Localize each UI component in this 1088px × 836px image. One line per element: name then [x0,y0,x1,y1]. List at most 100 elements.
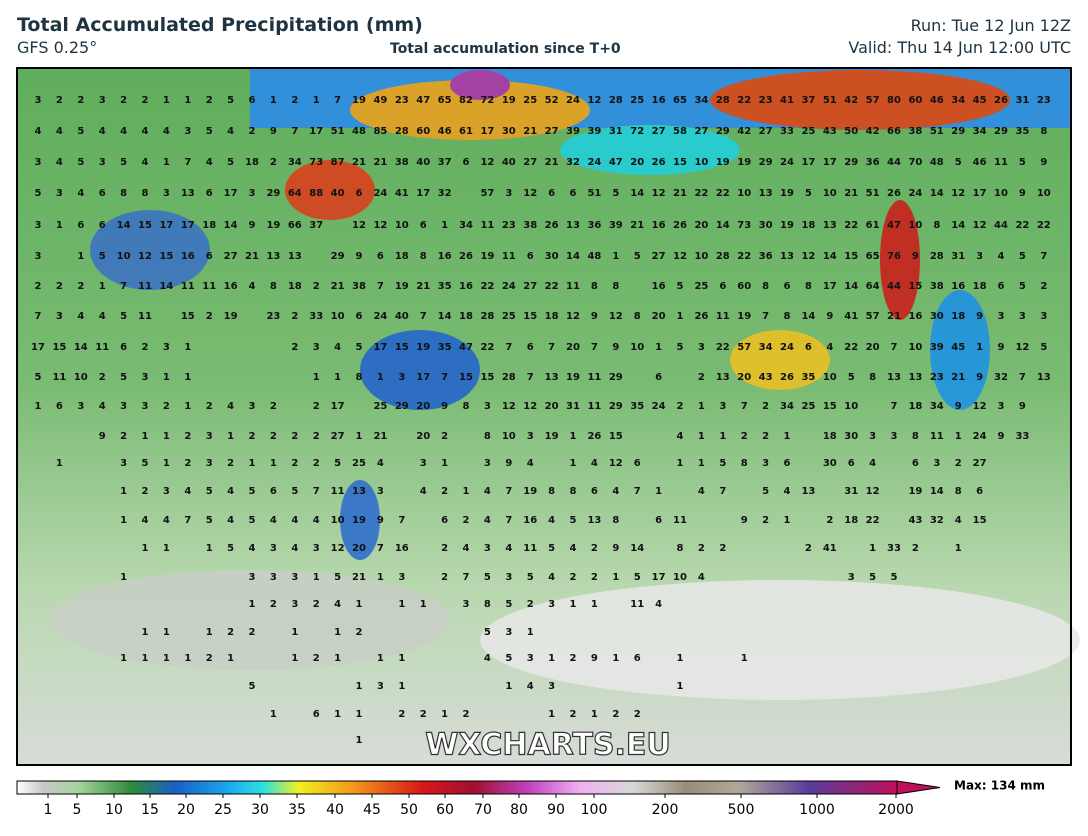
precip-value: 2 [762,401,769,412]
precip-value: 1 [420,599,427,610]
precip-value: 5 [227,157,234,168]
precip-value: 2 [441,543,448,554]
precip-value: 12 [951,188,965,199]
precip-value: 3 [291,572,298,583]
colorbar-label: 5 [73,802,82,818]
precip-value: 4 [655,599,662,610]
precip-value: 9 [826,311,833,322]
precip-value: 19 [266,220,280,231]
precip-value: 17 [373,342,387,353]
precip-value: 29 [759,157,773,168]
precip-value: 20 [545,401,559,412]
precip-value: 14 [159,281,173,292]
precip-value: 3 [35,220,42,231]
colorbar-label: 30 [251,802,269,818]
precip-value: 12 [352,220,366,231]
precip-value: 4 [206,157,213,168]
precip-value: 7 [377,543,384,554]
precip-value: 38 [930,281,944,292]
precip-value: 29 [844,157,858,168]
precip-value: 4 [612,486,619,497]
precip-value: 3 [698,342,705,353]
precip-value: 1 [163,458,170,469]
precip-value: 10 [74,372,88,383]
precip-value: 13 [566,220,580,231]
precip-value: 1 [99,281,106,292]
precip-value: 5 [1019,251,1026,262]
precip-value: 13 [1037,372,1051,383]
precip-value: 3 [142,372,149,383]
precip-value: 9 [591,311,598,322]
precip-value: 3 [377,486,384,497]
precip-value: 76 [887,251,901,262]
precip-value: 8 [548,486,555,497]
precip-value: 2 [291,311,298,322]
precip-value: 2 [570,709,577,720]
precip-value: 5 [1019,281,1026,292]
precip-value: 22 [694,188,708,199]
precip-value: 39 [609,220,623,231]
precip-value: 27 [694,126,708,137]
precip-value: 1 [184,653,191,664]
precip-value: 1 [313,572,320,583]
precip-value: 4 [56,126,63,137]
precip-value: 6 [784,458,791,469]
precip-value: 22 [844,342,858,353]
precip-value: 14 [951,220,965,231]
precip-value: 22 [480,281,494,292]
precip-value: 1 [591,599,598,610]
precip-value: 25 [630,95,644,106]
precip-value: 46 [930,95,944,106]
colorbar-label: 50 [400,802,418,818]
precip-value: 45 [973,95,987,106]
precip-value: 6 [998,281,1005,292]
precip-value: 17 [224,188,238,199]
model: GFS 0.25° [17,38,98,57]
precip-value: 8 [805,281,812,292]
precip-value: 4 [142,157,149,168]
precip-value: 14 [438,311,452,322]
precip-value: 29 [609,372,623,383]
precip-value: 1 [784,431,791,442]
precip-value: 82 [459,95,473,106]
precip-value: 6 [356,311,363,322]
precip-value: 57 [480,188,494,199]
precip-value: 35 [630,401,644,412]
precip-value: 1 [120,486,127,497]
precip-value: 8 [1040,126,1047,137]
precip-value: 5 [762,486,769,497]
precip-value: 11 [138,281,152,292]
precip-value: 19 [566,372,580,383]
precip-value: 36 [866,157,880,168]
precip-value: 7 [291,126,298,137]
precip-value: 60 [737,281,751,292]
precip-value: 7 [527,372,534,383]
precip-value: 6 [912,458,919,469]
precip-value: 1 [377,372,384,383]
precip-value: 1 [142,653,149,664]
precip-value: 7 [1019,372,1026,383]
precip-value: 38 [395,157,409,168]
precip-value: 5 [206,486,213,497]
precip-value: 10 [117,251,131,262]
precip-value: 34 [780,401,794,412]
precip-value: 34 [951,95,965,106]
precip-value: 3 [270,572,277,583]
precip-value: 38 [908,126,922,137]
precip-value: 8 [912,431,919,442]
precip-value: 6 [313,709,320,720]
precip-value: 4 [35,126,42,137]
precip-value: 47 [416,95,430,106]
precip-value: 42 [844,95,858,106]
precip-value: 73 [737,220,751,231]
precip-value: 27 [973,458,987,469]
precip-value: 6 [570,188,577,199]
precip-value: 32 [994,372,1008,383]
precip-value: 25 [801,126,815,137]
precip-value: 12 [973,220,987,231]
precip-value: 3 [184,126,191,137]
precip-value: 64 [866,281,880,292]
precip-value: 22 [480,342,494,353]
precip-value: 3 [291,599,298,610]
